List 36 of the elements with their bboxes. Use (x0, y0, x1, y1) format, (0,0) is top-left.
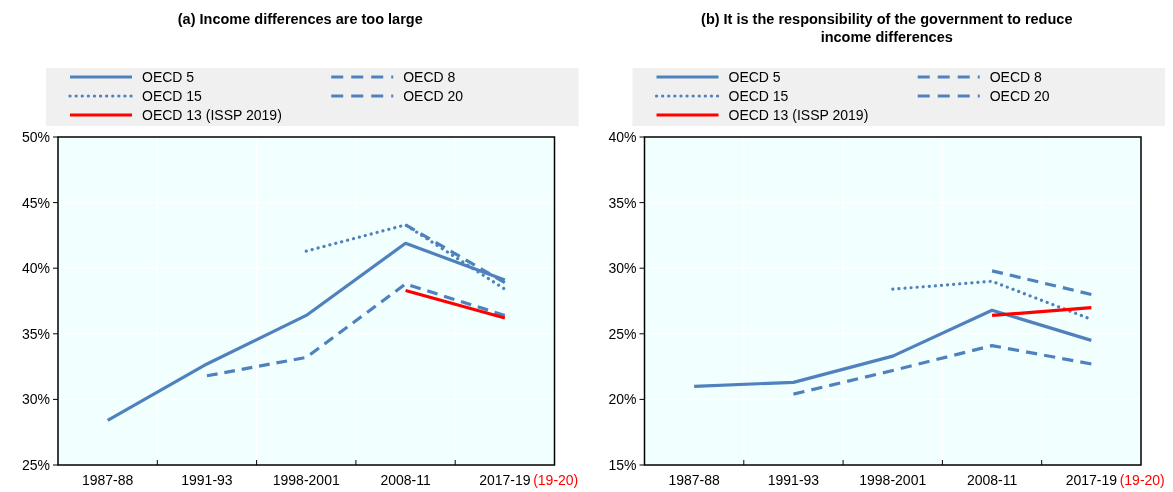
y-tick-label: 35% (608, 194, 637, 211)
legend-label: OECD 8 (989, 69, 1043, 85)
x-tick-label: 1991-93 (181, 472, 233, 488)
x-tick-label: 2017-19 (479, 472, 531, 488)
y-tick-label: 20% (608, 391, 637, 408)
x-tick-label: 2008-11 (380, 472, 431, 488)
y-tick-label: 30% (21, 391, 50, 408)
y-tick-label: 15% (608, 457, 637, 473)
legend-label: OECD 5 (142, 69, 195, 85)
x-tick-label: 1987-88 (81, 472, 134, 488)
y-tick-label: 40% (608, 129, 637, 145)
y-tick-label: 45% (21, 194, 50, 211)
y-tick-label: 40% (21, 260, 50, 277)
x-tick-label: 1991-93 (767, 472, 820, 488)
chart-title: (b) It is the responsibility of the government to reduce income differences (701, 11, 1073, 45)
legend-label: OECD 13 (ISSP 2019) (728, 107, 869, 123)
legend-label: OECD 15 (728, 88, 789, 104)
legend-label: OECD 15 (142, 88, 203, 104)
text: (19-20) (533, 472, 579, 488)
text: (19-20) (1119, 472, 1165, 488)
y-tick-label: 50% (21, 129, 50, 145)
y-tick-label: 25% (608, 325, 637, 342)
legend-label: OECD 13 (ISSP 2019) (142, 107, 282, 123)
y-tick-label: 25% (21, 457, 50, 473)
y-tick-label: 35% (21, 325, 50, 342)
legend-label: OECD 5 (728, 69, 781, 85)
x-tick-label: 1998-2001 (272, 472, 340, 488)
x-tick-label: 1987-88 (668, 472, 721, 488)
legend-label: OECD 20 (989, 88, 1050, 104)
x-tick-label: 2017-19 (1065, 472, 1118, 488)
y-tick-label: 30% (608, 260, 637, 277)
legend-label: OECD 8 (403, 69, 456, 85)
x-tick-label: 2008-11 (966, 472, 1018, 488)
legend-label: OECD 20 (403, 88, 464, 104)
x-tick-label: 1998-2001 (859, 472, 927, 488)
chart-title: (a) Income differences are too large (177, 11, 423, 27)
